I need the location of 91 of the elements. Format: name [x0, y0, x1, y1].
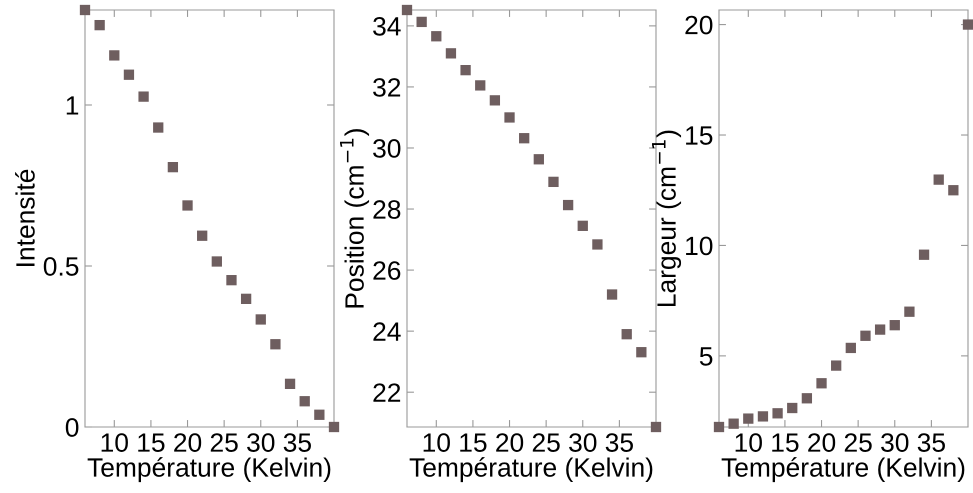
x-tick-label: 15 [138, 434, 164, 452]
point [743, 413, 754, 424]
x-tick-label: 25 [532, 433, 560, 452]
point [402, 4, 412, 16]
point [80, 4, 90, 16]
point [787, 402, 798, 414]
point [475, 80, 486, 91]
point [109, 50, 120, 61]
x-tick-label: 15 [460, 434, 486, 452]
point [650, 422, 662, 432]
point [504, 112, 515, 123]
x-tick-label: 35 [918, 433, 945, 452]
point [270, 339, 281, 350]
point [94, 20, 105, 30]
point [934, 174, 944, 185]
point [831, 360, 842, 371]
point [490, 95, 500, 106]
x-axis-title: Température (Kelvin) [88, 457, 330, 482]
point [816, 378, 827, 388]
point [802, 393, 812, 404]
point [446, 48, 456, 58]
point [890, 320, 900, 330]
point [728, 418, 739, 429]
point [534, 154, 544, 164]
x-tick-label: 30 [569, 433, 596, 452]
point [714, 422, 724, 432]
x-axis-title: Température (Kelvin) [722, 457, 964, 482]
y-tick-label: 26 [373, 261, 400, 280]
point [904, 306, 915, 317]
point [918, 250, 930, 260]
point [226, 275, 237, 286]
point [948, 185, 959, 196]
y-tick-label: 34 [373, 17, 401, 36]
point [138, 91, 149, 102]
y-tick-label: 0.5 [44, 257, 78, 276]
point [846, 342, 856, 354]
x-tick-label: 25 [210, 433, 238, 452]
point [874, 324, 886, 335]
point [606, 289, 618, 300]
point [168, 162, 178, 172]
x-axis-title: Température (Kelvin) [410, 457, 652, 482]
y-tick-label: 10 [686, 236, 712, 256]
point [153, 122, 164, 133]
x-tick-label: 20 [808, 433, 836, 452]
point [519, 133, 530, 144]
x-tick-label: 10 [424, 433, 450, 452]
point [578, 220, 588, 231]
point [622, 329, 632, 340]
point [124, 70, 134, 80]
point [962, 19, 973, 30]
x-tick-label: 10 [736, 433, 762, 452]
y-tick-label: 15 [686, 126, 712, 145]
point [562, 200, 574, 210]
point [460, 64, 471, 76]
point [860, 330, 871, 341]
point [548, 176, 559, 188]
x-tick-label: 35 [284, 433, 311, 452]
point [197, 230, 208, 241]
x-tick-label: 20 [174, 433, 202, 452]
y-axis-title: Intensité [15, 170, 35, 266]
point [182, 200, 193, 211]
x-tick-label: 10 [102, 433, 128, 452]
y-tick-label: 0 [66, 418, 78, 437]
y-tick-label: 30 [373, 139, 400, 158]
point [758, 411, 768, 422]
x-tick-label: 30 [881, 433, 908, 452]
y-tick-label: 22 [373, 383, 400, 402]
point [212, 256, 222, 267]
y-axis-title: Position (cm$^{−1}$) [340, 129, 370, 308]
point [256, 314, 266, 325]
y-tick-label: 1 [66, 96, 78, 115]
point [284, 378, 296, 389]
y-axis-title: Largeur (cm$^{−1}$) [652, 130, 682, 306]
y-tick-label: 5 [700, 347, 712, 366]
x-tick-label: 20 [496, 433, 524, 452]
point [314, 410, 325, 420]
y-tick-label: 24 [373, 322, 401, 341]
y-tick-label: 32 [373, 78, 400, 97]
point [300, 396, 310, 406]
x-tick-label: 15 [772, 434, 798, 452]
point [416, 16, 427, 28]
point [772, 408, 783, 418]
y-tick-label: 28 [373, 200, 400, 219]
x-tick-label: 35 [606, 433, 633, 452]
point [431, 31, 442, 42]
x-tick-label: 25 [844, 433, 872, 452]
point [592, 239, 603, 250]
point [240, 294, 252, 304]
point [636, 347, 647, 358]
y-tick-label: 20 [685, 16, 712, 34]
x-tick-label: 30 [247, 433, 274, 452]
